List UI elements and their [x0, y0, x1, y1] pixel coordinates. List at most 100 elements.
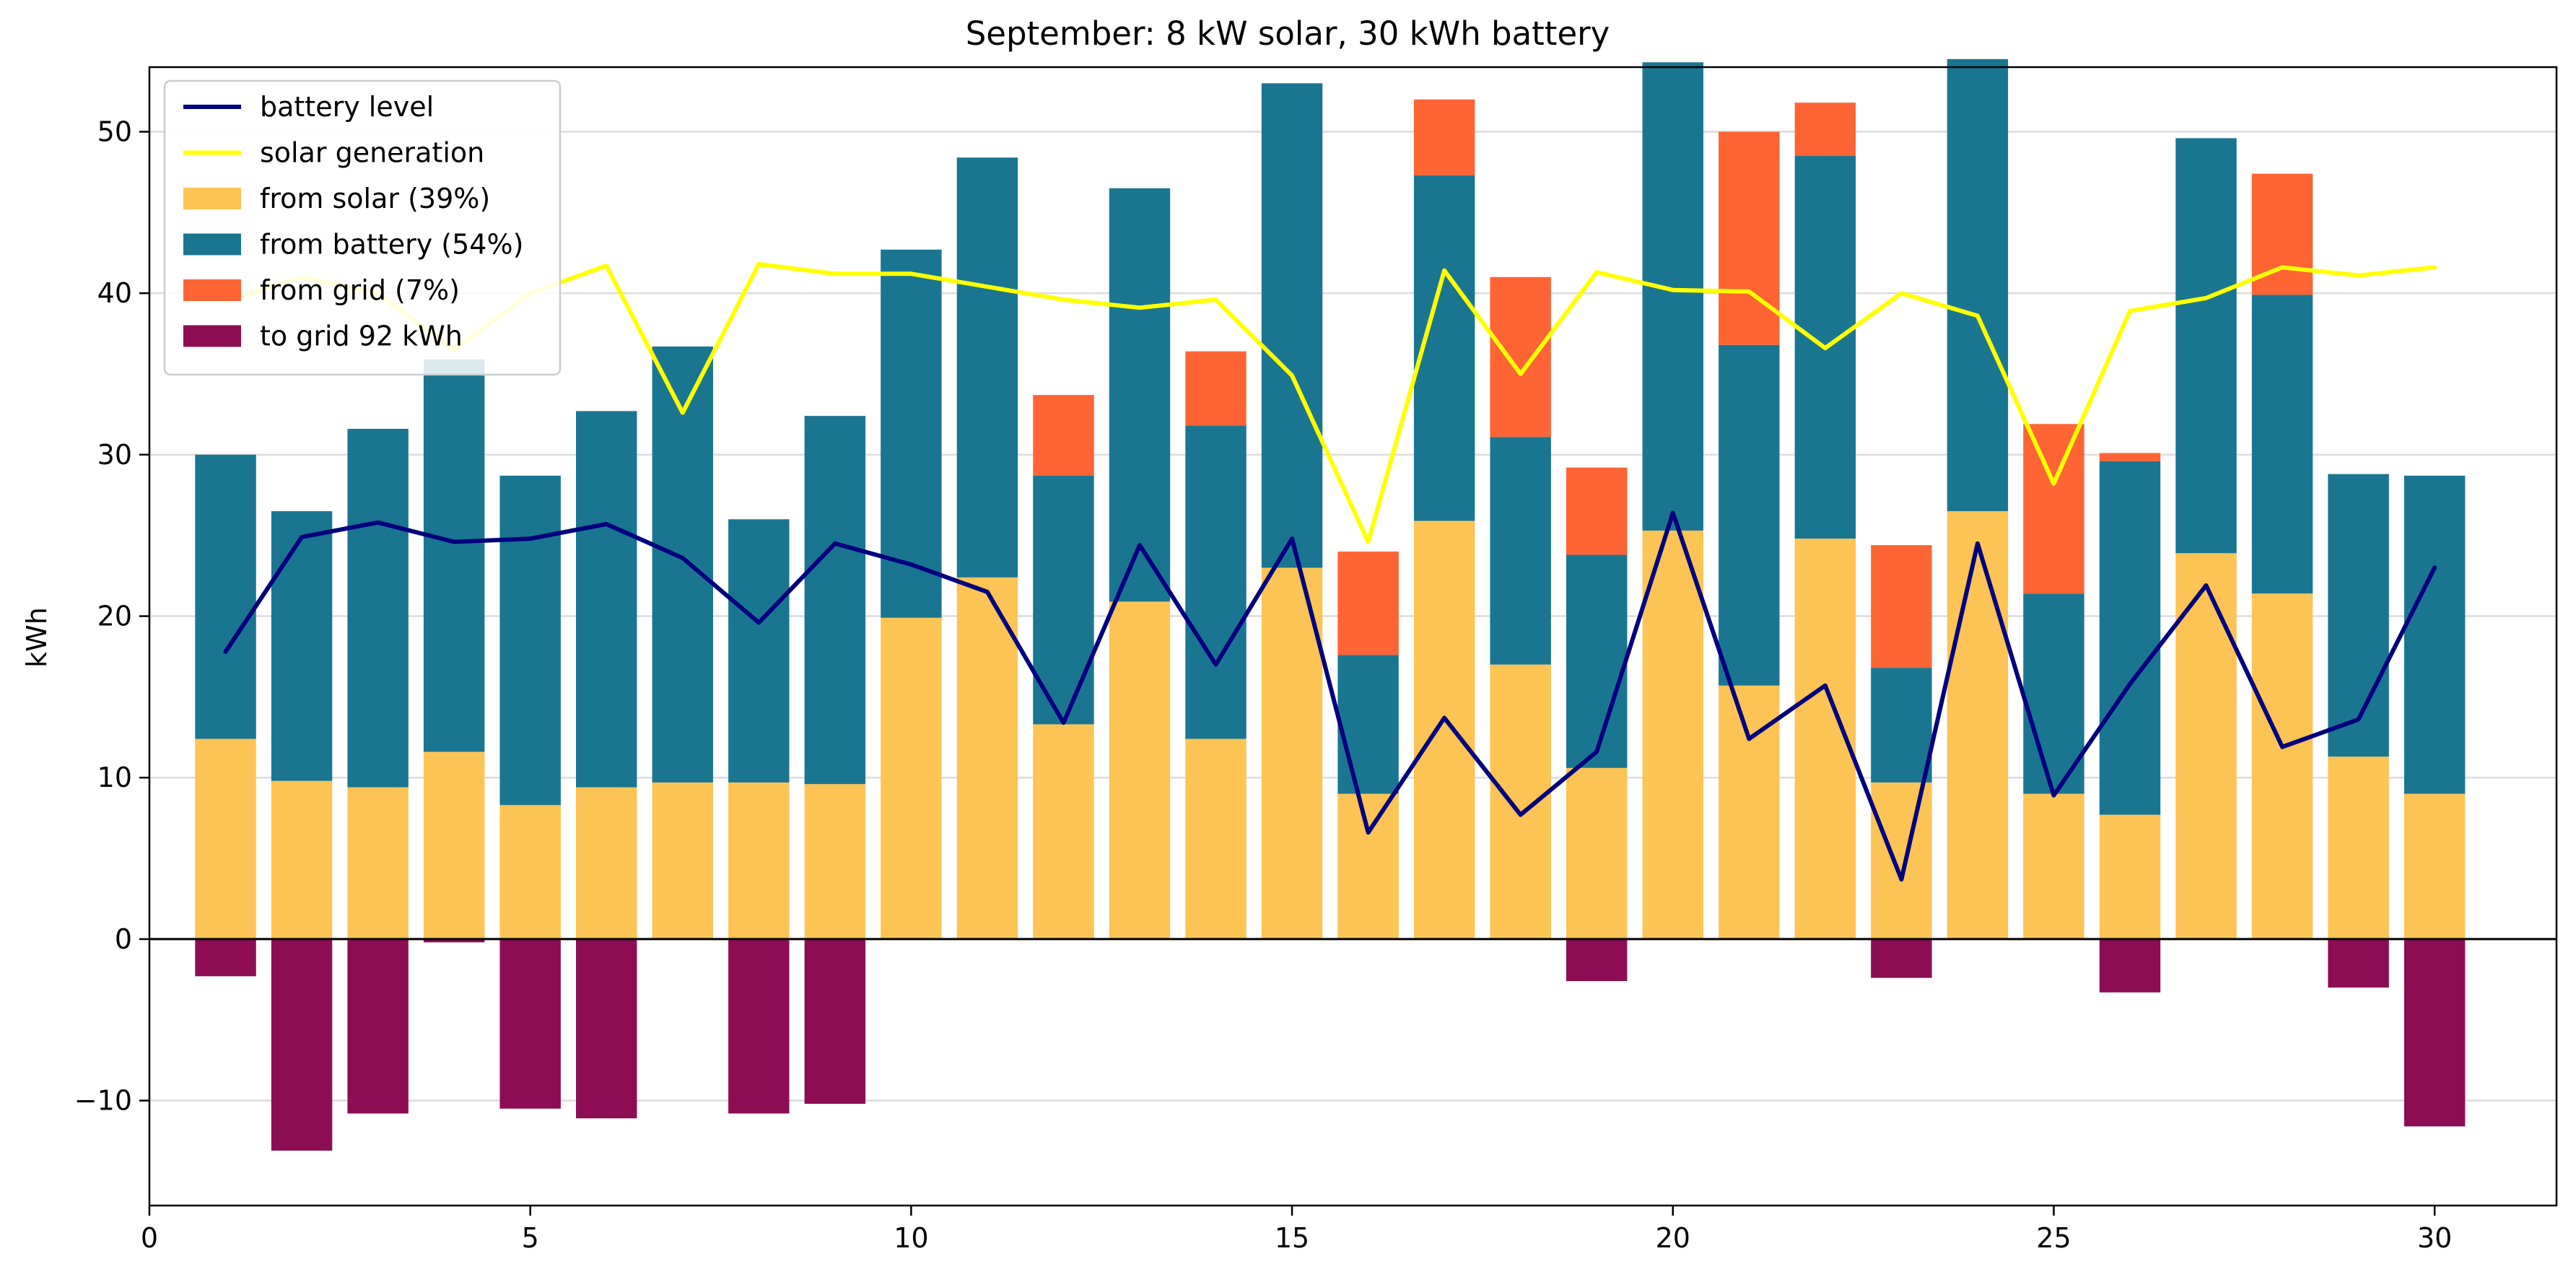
bar-to-grid	[2403, 938, 2466, 1127]
x-tick-label: 10	[894, 1222, 928, 1254]
y-axis-title: kWh	[21, 607, 53, 668]
bar-from-grid	[1337, 552, 1399, 655]
bar-from-battery	[2251, 295, 2313, 594]
bar-to-grid	[1871, 938, 1932, 978]
x-tick-label: 25	[2036, 1222, 2071, 1254]
bar-to-grid	[195, 938, 256, 977]
bar-from-battery	[1033, 475, 1094, 725]
chart-title: September: 8 kW solar, 30 kWh battery	[966, 14, 1610, 53]
bar-from-grid	[1185, 351, 1246, 426]
bar-from-solar	[1947, 511, 2009, 939]
bar-from-battery	[2328, 474, 2389, 757]
bar-from-battery	[1642, 62, 1703, 531]
bar-from-grid	[1490, 276, 1551, 437]
bar-to-grid	[576, 938, 637, 1119]
bar-from-solar	[423, 751, 485, 939]
bar-from-solar	[2328, 757, 2389, 939]
bar-from-battery	[499, 475, 561, 806]
bar-to-grid	[1566, 938, 1628, 982]
x-tick-label: 15	[1275, 1222, 1309, 1254]
bar-from-solar	[271, 780, 333, 939]
bar-from-grid	[1033, 395, 1094, 476]
lines-layer	[223, 261, 2437, 882]
x-tick-label: 5	[522, 1222, 539, 1254]
bar-from-battery	[195, 454, 256, 739]
y-tick-label: 10	[97, 762, 132, 793]
legend-label: solar generation	[260, 137, 484, 169]
bars-layer	[195, 58, 2466, 1151]
bar-from-grid	[1871, 545, 1932, 668]
bar-from-grid	[1566, 467, 1628, 555]
bar-from-solar	[347, 787, 409, 939]
bar-to-grid	[2099, 938, 2161, 993]
bar-from-solar	[195, 738, 256, 939]
plot-frame	[148, 66, 2558, 1207]
bar-from-battery	[1566, 554, 1628, 768]
bar-to-grid	[804, 938, 866, 1104]
bar-from-battery	[2175, 138, 2237, 554]
bar-from-battery	[576, 411, 637, 788]
bar-from-solar	[2175, 553, 2237, 939]
bar-from-battery	[1947, 58, 2009, 512]
y-tick-label: 50	[97, 116, 132, 147]
bar-from-battery	[1109, 188, 1171, 602]
bar-from-solar	[1566, 767, 1628, 939]
bar-from-battery	[2099, 461, 2161, 815]
bar-from-solar	[1033, 724, 1094, 939]
bar-from-battery	[423, 359, 485, 752]
bar-from-solar	[1642, 530, 1703, 939]
bar-from-solar	[2023, 793, 2084, 939]
bar-from-grid	[2023, 424, 2084, 594]
bar-from-battery	[2023, 593, 2084, 794]
legend-label: battery level	[260, 91, 434, 123]
bar-from-grid	[1413, 99, 1475, 175]
legend-bar-swatch	[183, 233, 241, 256]
line-battery-level	[223, 510, 2437, 882]
bar-from-battery	[652, 346, 713, 783]
bar-from-battery	[1185, 425, 1246, 739]
bar-from-battery	[1490, 437, 1551, 665]
legend-label: to grid 92 kWh	[260, 321, 463, 352]
bar-from-solar	[1185, 738, 1246, 939]
bar-from-solar	[652, 782, 713, 939]
x-tick-label: 30	[2417, 1222, 2452, 1254]
bar-to-grid	[2328, 938, 2389, 988]
y-tick-label: 30	[97, 439, 132, 471]
bar-from-grid	[1794, 103, 1856, 157]
bar-from-solar	[804, 784, 866, 939]
bar-from-grid	[2099, 453, 2161, 461]
bar-from-battery	[1871, 668, 1932, 783]
bar-from-solar	[1413, 520, 1475, 939]
bar-from-solar	[499, 805, 561, 939]
bar-from-battery	[1337, 655, 1399, 794]
bar-to-grid	[423, 938, 485, 943]
x-tick-label: 20	[1656, 1222, 1690, 1254]
legend-label: from grid (7%)	[260, 274, 460, 306]
y-tick-label: 0	[115, 923, 132, 955]
y-tick-label: −10	[74, 1085, 132, 1117]
bar-to-grid	[728, 938, 790, 1114]
bar-from-battery	[956, 157, 1018, 578]
bar-from-solar	[1109, 601, 1171, 939]
legend-bar-swatch	[183, 188, 241, 209]
bar-from-solar	[728, 782, 790, 939]
bar-to-grid	[347, 938, 409, 1114]
bar-from-battery	[1261, 83, 1323, 568]
legend-bar-swatch	[183, 325, 241, 347]
bar-from-solar	[2251, 593, 2313, 939]
bar-from-solar	[1490, 664, 1551, 939]
bar-from-solar	[956, 577, 1018, 939]
bar-from-battery	[271, 511, 333, 781]
bar-from-solar	[881, 617, 942, 939]
bar-from-battery	[804, 416, 866, 785]
axes-layer: −10 0 10 20 30 40 50 0 5 10 15 20 25 30	[74, 66, 2558, 1254]
bar-from-solar	[1261, 567, 1323, 939]
bar-to-grid	[499, 938, 561, 1109]
y-tick-label: 40	[97, 277, 132, 309]
bar-from-solar	[1719, 685, 1780, 939]
bar-from-battery	[728, 519, 790, 783]
bar-to-grid	[271, 938, 333, 1151]
legend-bar-swatch	[183, 279, 241, 301]
